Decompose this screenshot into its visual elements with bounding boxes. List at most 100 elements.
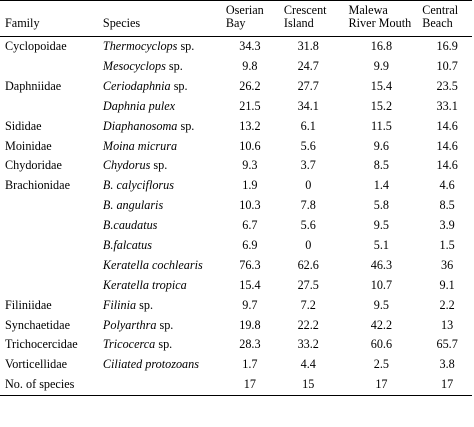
species-suffix: sp. <box>170 78 188 93</box>
species-name: Moina micrura <box>102 138 178 153</box>
zooplankton-species-table: Family Species Oserian Bay Crescent Isla… <box>0 0 472 396</box>
oserian-bay-value: 6.9 <box>242 237 258 252</box>
family-cell: Vorticellidae <box>5 357 68 372</box>
oserian-bay-value: 6.7 <box>242 218 258 233</box>
family-cell <box>0 256 103 276</box>
central-beach-value: 14.6 <box>436 118 458 133</box>
species-cell: Polyarthra sp. <box>103 315 224 335</box>
family-cell: Sididae <box>5 118 42 133</box>
species-name: B. angularis <box>102 198 164 213</box>
crescent-island-value: 31.8 <box>297 39 319 54</box>
family-cell: Trichocercidae <box>5 337 78 352</box>
table-row: B. angularis 10.3 7.8 5.8 8.5 <box>0 196 472 216</box>
malewa-river-mouth-value: 9.5 <box>373 297 390 312</box>
crescent-island-value: 34.1 <box>297 98 319 113</box>
central-beach-value: 1.5 <box>439 237 455 252</box>
species-suffix: sp. <box>177 39 195 54</box>
table-row: Vorticellidae Ciliated protozoans 1.7 4.4 2.… <box>0 355 472 375</box>
header-species: Species <box>102 0 224 37</box>
species-cell <box>102 374 224 396</box>
crescent-island-value: 22.2 <box>297 317 319 332</box>
header-malewa-river-mouth: Malewa River Mouth <box>340 0 423 37</box>
central-beach-value: 3.9 <box>439 218 455 233</box>
crescent-island-value: 27.5 <box>297 277 319 292</box>
crescent-island-value: 0 <box>305 237 312 252</box>
family-cell: Daphniidae <box>5 78 62 93</box>
oserian-bay-value: 9.7 <box>242 297 258 312</box>
species-suffix: sp. <box>177 118 195 133</box>
table-row: Moinidae Moina micrura 10.6 5.6 9.6 14.6 <box>0 136 472 156</box>
malewa-river-mouth-value: 5.1 <box>373 237 390 252</box>
oserian-bay-value: 19.8 <box>239 317 261 332</box>
crescent-island-value: 62.6 <box>297 257 319 272</box>
species-suffix: sp. <box>150 158 168 173</box>
oserian-bay-value: 26.2 <box>239 78 261 93</box>
table-row: Daphniidae Ceriodaphnia sp. 26.2 27.7 15.4 23… <box>0 77 472 97</box>
species-cell: Mesocyclops sp. <box>103 57 224 77</box>
header-row: Family Species Oserian Bay Crescent Isla… <box>0 0 472 37</box>
species-name: Keratella cochlearis <box>102 257 203 272</box>
family-cell: Cyclopoidae <box>5 39 67 54</box>
species-cell: Ciliated protozoans <box>103 355 224 375</box>
oserian-bay-value: 1.7 <box>242 357 258 372</box>
species-name: B.falcatus <box>102 237 153 252</box>
species-cell: B.falcatus <box>103 236 224 256</box>
header-crescent-island: Crescent Island <box>275 0 341 37</box>
oserian-bay-value: 17 <box>223 374 276 396</box>
crescent-island-value: 7.2 <box>300 297 316 312</box>
species-suffix: sp. <box>165 58 183 73</box>
species-cell: Keratella tropica <box>103 276 224 296</box>
crescent-island-value: 33.2 <box>297 337 319 352</box>
malewa-river-mouth-value: 17 <box>340 374 423 396</box>
table-row: Trichocercidae Tricocerca sp. 28.3 33.2 60.6… <box>0 335 472 355</box>
central-beach-value: 10.7 <box>436 58 458 73</box>
species-cell: B. calyciflorus <box>103 176 224 196</box>
oserian-bay-value: 10.6 <box>239 138 261 153</box>
table-row: Keratella tropica 15.4 27.5 10.7 9.1 <box>0 276 472 296</box>
species-name: Polyarthra <box>102 317 157 332</box>
central-beach-value: 14.6 <box>436 158 458 173</box>
table-row: Daphnia pulex 21.5 34.1 15.2 33.1 <box>0 97 472 117</box>
central-beach-value: 8.5 <box>439 198 455 213</box>
species-cell: Keratella cochlearis <box>103 256 224 276</box>
table-row: Cyclopoidae Thermocyclops sp. 34.3 31.8 16.8… <box>0 36 472 56</box>
table-row: Filiniidae Filinia sp. 9.7 7.2 9.5 2.2 <box>0 295 472 315</box>
malewa-river-mouth-value: 10.7 <box>370 277 393 292</box>
malewa-river-mouth-value: 1.4 <box>373 178 390 193</box>
malewa-river-mouth-value: 42.2 <box>370 317 393 332</box>
crescent-island-value: 15 <box>275 374 341 396</box>
malewa-river-mouth-value: 16.8 <box>370 39 393 54</box>
species-cell: Thermocyclops sp. <box>103 36 224 56</box>
header-central-beach: Central Beach <box>422 0 472 37</box>
oserian-bay-value: 15.4 <box>239 277 261 292</box>
table-row: Brachionidae B. calyciflorus 1.9 0 1.4 4.6 <box>0 176 472 196</box>
crescent-island-value: 0 <box>305 178 312 193</box>
oserian-bay-value: 9.3 <box>242 158 258 173</box>
malewa-river-mouth-value: 60.6 <box>370 337 393 352</box>
central-beach-value: 65.7 <box>436 337 458 352</box>
species-name: Keratella tropica <box>102 277 187 292</box>
table-row: Synchaetidae Polyarthra sp. 19.8 22.2 42.2 13 <box>0 315 472 335</box>
species-cell: Diaphanosoma sp. <box>103 116 224 136</box>
oserian-bay-value: 9.8 <box>242 58 258 73</box>
header-crescent-line1: Crescent <box>283 3 327 17</box>
central-beach-value: 2.2 <box>439 297 455 312</box>
crescent-island-value: 3.7 <box>300 158 316 173</box>
header-oserian-bay: Oserian Bay <box>223 0 276 37</box>
header-central-line2: Beach <box>422 16 453 31</box>
crescent-island-value: 5.6 <box>300 218 316 233</box>
central-beach-value: 16.9 <box>436 39 458 54</box>
species-suffix: sp. <box>136 297 154 312</box>
malewa-river-mouth-value: 15.4 <box>370 78 393 93</box>
oserian-bay-value: 21.5 <box>239 98 261 113</box>
family-cell <box>0 196 103 216</box>
central-beach-value: 14.6 <box>436 138 458 153</box>
species-cell: B. angularis <box>103 196 224 216</box>
species-suffix: sp. <box>155 337 173 352</box>
species-name: B.caudatus <box>102 218 158 233</box>
crescent-island-value: 24.7 <box>297 58 319 73</box>
species-suffix: sp. <box>156 317 174 332</box>
central-beach-value: 4.6 <box>439 178 455 193</box>
crescent-island-value: 7.8 <box>300 198 316 213</box>
malewa-river-mouth-value: 9.9 <box>373 58 390 73</box>
